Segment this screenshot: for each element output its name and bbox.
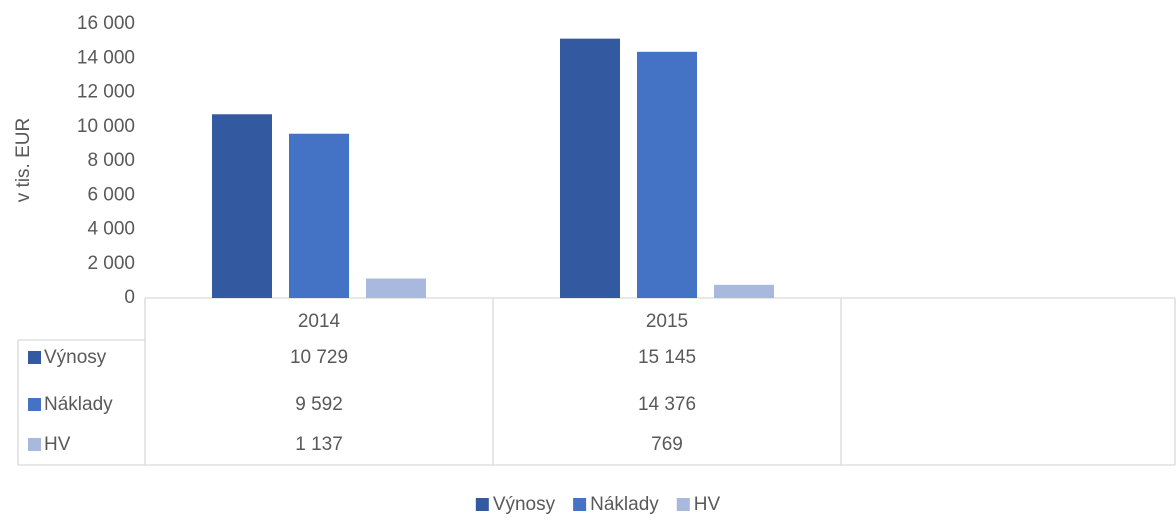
table-value: 9 592 xyxy=(295,394,343,415)
y-tick-label: 12 000 xyxy=(77,82,135,103)
table-row-label: Náklady xyxy=(44,394,113,415)
y-tick-label: 14 000 xyxy=(77,47,135,68)
table-value: 10 729 xyxy=(290,347,348,368)
bar xyxy=(714,284,774,298)
bar xyxy=(637,51,697,298)
legend-label: Náklady xyxy=(590,494,659,515)
x-tick-label: 2014 xyxy=(298,311,341,332)
bar xyxy=(212,114,272,299)
x-tick-label: 2015 xyxy=(646,311,688,332)
legend-key xyxy=(475,498,489,511)
y-tick-label: 10 000 xyxy=(77,116,135,137)
y-tick-label: 6 000 xyxy=(87,184,135,205)
y-tick-label: 0 xyxy=(124,287,135,308)
table-legend-key xyxy=(28,438,41,451)
y-tick-label: 2 000 xyxy=(87,253,135,274)
table-value: 769 xyxy=(651,434,683,455)
table-legend-key xyxy=(28,398,41,411)
table-row-label: HV xyxy=(44,434,71,455)
legend-label: HV xyxy=(694,494,721,515)
table-legend-key xyxy=(28,351,41,364)
y-axis-label: v tis. EUR xyxy=(13,118,34,202)
y-tick-label: 8 000 xyxy=(87,150,135,171)
y-tick-label: 16 000 xyxy=(77,13,135,34)
table-value: 15 145 xyxy=(638,347,696,368)
table-value: 1 137 xyxy=(295,434,343,455)
bar xyxy=(289,133,349,298)
y-tick-label: 4 000 xyxy=(87,219,135,240)
bar xyxy=(366,278,426,298)
bar xyxy=(560,38,620,298)
table-value: 14 376 xyxy=(638,394,696,415)
legend-key xyxy=(573,498,587,511)
table-row-label: Výnosy xyxy=(44,347,107,368)
legend-key xyxy=(676,498,690,511)
legend-label: Výnosy xyxy=(493,494,556,515)
